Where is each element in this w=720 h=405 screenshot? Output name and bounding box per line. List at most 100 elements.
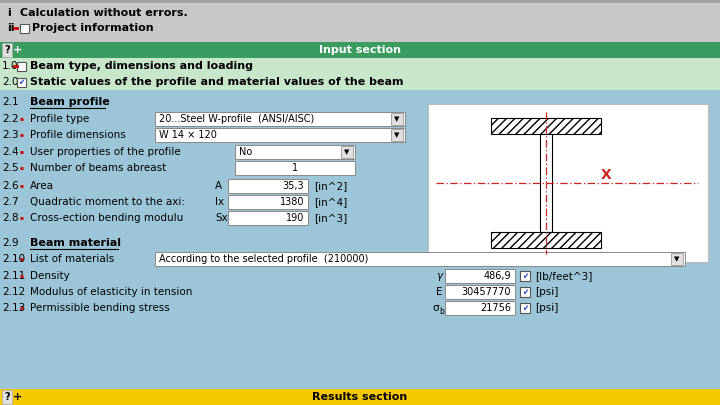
Text: Number of beams abreast: Number of beams abreast bbox=[30, 163, 166, 173]
Bar bbox=[445, 301, 515, 315]
Bar bbox=[155, 128, 405, 142]
Bar bbox=[235, 145, 355, 159]
Text: ✔: ✔ bbox=[522, 303, 528, 313]
Text: W 14 × 120: W 14 × 120 bbox=[159, 130, 217, 140]
Bar bbox=[20, 23, 29, 32]
Bar bbox=[155, 252, 685, 266]
Bar bbox=[341, 146, 353, 158]
Text: A: A bbox=[215, 181, 222, 191]
Text: Density: Density bbox=[30, 271, 70, 281]
Text: 1380: 1380 bbox=[279, 197, 304, 207]
Text: 2.2: 2.2 bbox=[2, 114, 19, 124]
Text: 2.11: 2.11 bbox=[2, 271, 25, 281]
Text: i: i bbox=[7, 8, 11, 18]
Text: ?: ? bbox=[4, 45, 10, 55]
Text: ✔: ✔ bbox=[522, 271, 528, 281]
Text: ✔: ✔ bbox=[522, 288, 528, 296]
Bar bbox=[0, 58, 720, 74]
Bar bbox=[520, 287, 530, 297]
Text: [in^3]: [in^3] bbox=[314, 213, 347, 223]
Text: 35,3: 35,3 bbox=[282, 181, 304, 191]
Bar bbox=[445, 285, 515, 299]
Bar bbox=[2, 390, 12, 404]
Bar bbox=[17, 62, 26, 70]
Text: X: X bbox=[600, 168, 611, 182]
Bar bbox=[228, 179, 308, 193]
Text: 190: 190 bbox=[286, 213, 304, 223]
Bar bbox=[228, 211, 308, 225]
Text: 2.8: 2.8 bbox=[2, 213, 19, 223]
Text: ?: ? bbox=[4, 392, 10, 402]
Bar bbox=[155, 112, 405, 126]
Text: 20...Steel W-profile  (ANSI/AISC): 20...Steel W-profile (ANSI/AISC) bbox=[159, 114, 314, 124]
Text: 1: 1 bbox=[292, 163, 298, 173]
Text: [psi]: [psi] bbox=[535, 303, 559, 313]
Text: ▼: ▼ bbox=[395, 116, 400, 122]
Text: Results section: Results section bbox=[312, 392, 408, 402]
Text: Beam material: Beam material bbox=[30, 238, 121, 248]
Text: Ix: Ix bbox=[215, 197, 224, 207]
Text: +: + bbox=[14, 45, 22, 55]
Text: Quadratic moment to the axi:: Quadratic moment to the axi: bbox=[30, 197, 185, 207]
Text: List of materials: List of materials bbox=[30, 254, 114, 264]
Text: σ: σ bbox=[432, 303, 438, 313]
Text: Static values of the profile and material values of the beam: Static values of the profile and materia… bbox=[30, 77, 403, 87]
Text: ▼: ▼ bbox=[344, 149, 350, 155]
Text: Cross-ection bending modulu: Cross-ection bending modulu bbox=[30, 213, 184, 223]
Text: γ: γ bbox=[436, 271, 442, 281]
Text: 2.5: 2.5 bbox=[2, 163, 19, 173]
Bar bbox=[0, 90, 720, 405]
Text: Calculation without errors.: Calculation without errors. bbox=[20, 8, 188, 18]
Text: Profile type: Profile type bbox=[30, 114, 89, 124]
Text: Beam profile: Beam profile bbox=[30, 97, 109, 107]
Text: 2.12: 2.12 bbox=[2, 287, 25, 297]
Text: ii: ii bbox=[7, 23, 14, 33]
Text: Input section: Input section bbox=[319, 45, 401, 55]
Text: 30457770: 30457770 bbox=[462, 287, 511, 297]
Bar bbox=[228, 195, 308, 209]
Bar bbox=[0, 389, 720, 405]
Text: 2.0: 2.0 bbox=[2, 77, 19, 87]
Text: 2.3: 2.3 bbox=[2, 130, 19, 140]
Bar bbox=[539, 134, 552, 232]
Text: ✔: ✔ bbox=[18, 77, 24, 87]
Text: 2.13: 2.13 bbox=[2, 303, 25, 313]
Text: No: No bbox=[239, 147, 252, 157]
Text: 2.10: 2.10 bbox=[2, 254, 25, 264]
Text: 2.4: 2.4 bbox=[2, 147, 19, 157]
Text: [in^2]: [in^2] bbox=[314, 181, 347, 191]
Bar bbox=[235, 161, 355, 175]
Text: [psi]: [psi] bbox=[535, 287, 559, 297]
Bar bbox=[391, 129, 403, 141]
Text: According to the selected profile  (210000): According to the selected profile (21000… bbox=[159, 254, 369, 264]
Text: +: + bbox=[14, 392, 22, 402]
Bar bbox=[2, 43, 12, 57]
Bar bbox=[391, 113, 403, 125]
Text: ▼: ▼ bbox=[395, 132, 400, 138]
Text: 21756: 21756 bbox=[480, 303, 511, 313]
Bar bbox=[520, 271, 530, 281]
Text: Modulus of elasticity in tension: Modulus of elasticity in tension bbox=[30, 287, 192, 297]
Text: Area: Area bbox=[30, 181, 54, 191]
Text: 2.1: 2.1 bbox=[2, 97, 19, 107]
Bar bbox=[0, 74, 720, 90]
Text: Beam type, dimensions and loading: Beam type, dimensions and loading bbox=[30, 61, 253, 71]
Bar bbox=[0, 0, 720, 3]
Text: [in^4]: [in^4] bbox=[314, 197, 347, 207]
Text: E: E bbox=[436, 287, 443, 297]
Bar bbox=[490, 118, 600, 134]
Text: b: b bbox=[439, 307, 444, 315]
Bar bbox=[17, 77, 26, 87]
Text: 486,9: 486,9 bbox=[483, 271, 511, 281]
Text: Profile dimensions: Profile dimensions bbox=[30, 130, 126, 140]
Bar bbox=[520, 303, 530, 313]
Text: 2.6: 2.6 bbox=[2, 181, 19, 191]
Bar bbox=[671, 253, 683, 265]
Bar bbox=[0, 0, 720, 42]
Text: [lb/feet^3]: [lb/feet^3] bbox=[535, 271, 593, 281]
Bar bbox=[490, 232, 600, 248]
Text: User properties of the profile: User properties of the profile bbox=[30, 147, 181, 157]
Text: Permissible bending stress: Permissible bending stress bbox=[30, 303, 170, 313]
Text: 2.9: 2.9 bbox=[2, 238, 19, 248]
Text: Sx: Sx bbox=[215, 213, 228, 223]
